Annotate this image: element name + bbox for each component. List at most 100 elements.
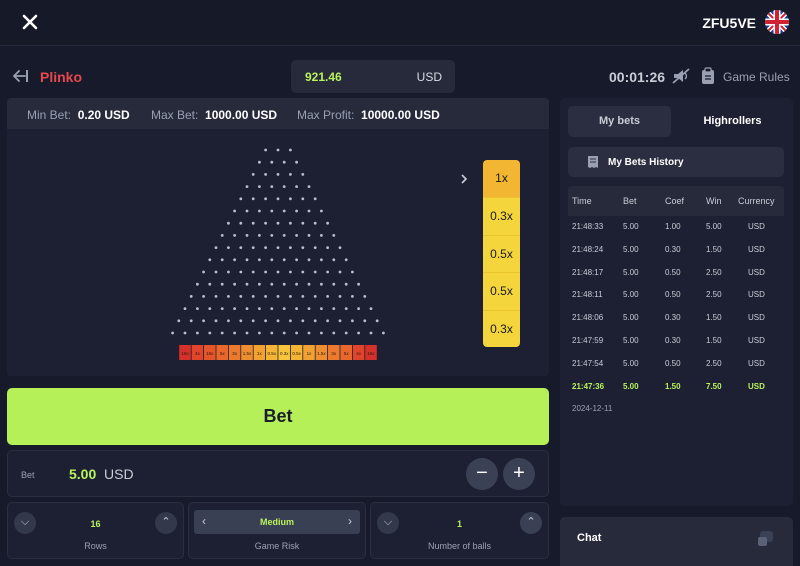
peg — [264, 246, 267, 249]
risk-dropdown[interactable]: ‹ Medium › — [194, 510, 360, 534]
chevron-down-icon[interactable]: ⌵ — [377, 512, 399, 534]
peg — [251, 197, 255, 201]
my-bets-history-header[interactable]: My Bets History — [568, 147, 784, 177]
multiplier-slot-label: 4x — [356, 351, 362, 356]
table-row[interactable]: 21:48:06 5.00 0.30 1.50 USD — [568, 307, 784, 330]
uk-flag-icon[interactable] — [765, 10, 789, 34]
table-row[interactable]: 21:47:54 5.00 0.50 2.50 USD — [568, 353, 784, 376]
chevron-left-icon[interactable]: ‹ — [202, 514, 206, 528]
peg — [251, 246, 255, 249]
multiplier-slot: 1x — [303, 345, 315, 360]
peg — [251, 173, 255, 176]
peg — [313, 319, 317, 323]
peg — [282, 209, 286, 213]
peg — [301, 319, 305, 323]
game-rules-link[interactable]: Game Rules — [723, 70, 790, 84]
chat-panel[interactable]: Chat — [560, 517, 793, 566]
table-cell: 21:48:33 — [572, 222, 604, 231]
peg — [320, 258, 323, 262]
top-bar: ZFU5VE — [0, 0, 800, 46]
chevron-up-icon[interactable]: ⌃ — [155, 512, 177, 534]
table-row[interactable]: 21:47:36 5.00 1.50 7.50 USD — [568, 376, 784, 399]
peg — [307, 258, 311, 262]
multiplier-slot: 1.5x — [241, 345, 253, 360]
risk-value: Medium — [259, 517, 294, 527]
bet-amount-label: Bet — [21, 470, 35, 480]
table-cell: USD — [748, 335, 765, 345]
table-row[interactable]: 21:47:59 5.00 0.30 1.50 USD — [568, 330, 784, 353]
bet-button[interactable]: Bet — [7, 388, 549, 445]
peg — [289, 246, 292, 249]
peg — [220, 282, 224, 286]
peg — [183, 307, 187, 310]
peg — [276, 173, 280, 176]
peg — [326, 319, 329, 323]
peg — [245, 185, 249, 188]
chevron-right-icon[interactable] — [459, 174, 469, 184]
peg — [289, 295, 292, 298]
table-row[interactable]: 21:48:11 5.00 0.50 2.50 USD — [568, 284, 784, 307]
peg — [239, 246, 243, 249]
multiplier-slot-label: 1.5x — [317, 351, 326, 356]
peg — [251, 221, 255, 225]
table-row[interactable]: 21:48:33 5.00 1.00 5.00 USD — [568, 216, 784, 239]
peg — [276, 246, 280, 249]
peg — [344, 282, 348, 286]
peg — [326, 270, 329, 274]
peg — [239, 295, 243, 298]
table-cell: 21:48:24 — [572, 244, 604, 254]
receipt-icon — [588, 156, 598, 168]
decrease-bet-button[interactable]: − — [466, 458, 498, 490]
recent-multiplier: 0.3x — [483, 197, 520, 235]
peg — [289, 319, 292, 323]
peg — [227, 246, 230, 249]
peg — [276, 197, 280, 201]
bet-amount-value[interactable]: 5.00 — [69, 466, 97, 482]
peg — [282, 160, 286, 164]
peg — [375, 319, 379, 323]
multiplier-slot-label: 1x — [257, 351, 263, 356]
chevron-up-icon[interactable]: ⌃ — [520, 512, 542, 534]
peg — [239, 197, 243, 201]
chat-icon[interactable] — [757, 530, 775, 548]
peg — [245, 258, 249, 262]
tab-highrollers[interactable]: Highrollers — [703, 115, 762, 127]
table-row[interactable]: 21:48:17 5.00 0.50 2.50 USD — [568, 262, 784, 285]
peg — [196, 307, 199, 310]
peg — [276, 221, 280, 225]
table-cell: 1.50 — [706, 313, 722, 323]
peg — [245, 307, 249, 310]
table-cell: 1.50 — [665, 381, 681, 391]
peg — [202, 295, 206, 298]
peg — [270, 209, 274, 213]
multiplier-slot-label: 5x — [220, 351, 226, 356]
chevron-down-icon[interactable]: ⌵ — [14, 512, 36, 534]
rows-value: 16 — [90, 519, 101, 529]
peg — [338, 246, 342, 249]
peg — [307, 185, 311, 188]
peg — [313, 270, 317, 274]
peg — [233, 331, 237, 335]
peg — [282, 258, 286, 262]
close-icon[interactable] — [20, 12, 40, 32]
increase-bet-button[interactable]: + — [503, 458, 535, 490]
peg — [270, 185, 274, 188]
back-arrow-icon[interactable] — [11, 68, 29, 84]
table-cell: 5.00 — [623, 313, 639, 323]
chat-label: Chat — [577, 532, 602, 544]
tab-my-bets[interactable]: My bets — [568, 106, 671, 137]
balls-label: Number of balls — [427, 541, 492, 551]
game-rules-icon[interactable] — [701, 67, 715, 85]
table-cell: 21:48:17 — [572, 267, 604, 277]
date-separator: 2024-12-11 — [568, 398, 784, 420]
peg — [295, 234, 298, 237]
peg — [227, 270, 230, 274]
sound-muted-icon[interactable] — [671, 67, 691, 85]
chevron-right-icon[interactable]: › — [348, 514, 352, 528]
multiplier-slot-label: 0.5x — [292, 351, 301, 356]
table-cell: 5.00 — [623, 244, 639, 254]
peg — [338, 319, 342, 323]
peg — [251, 319, 255, 323]
table-row[interactable]: 21:48:24 5.00 0.30 1.50 USD — [568, 239, 784, 262]
balance-currency: USD — [416, 70, 442, 84]
